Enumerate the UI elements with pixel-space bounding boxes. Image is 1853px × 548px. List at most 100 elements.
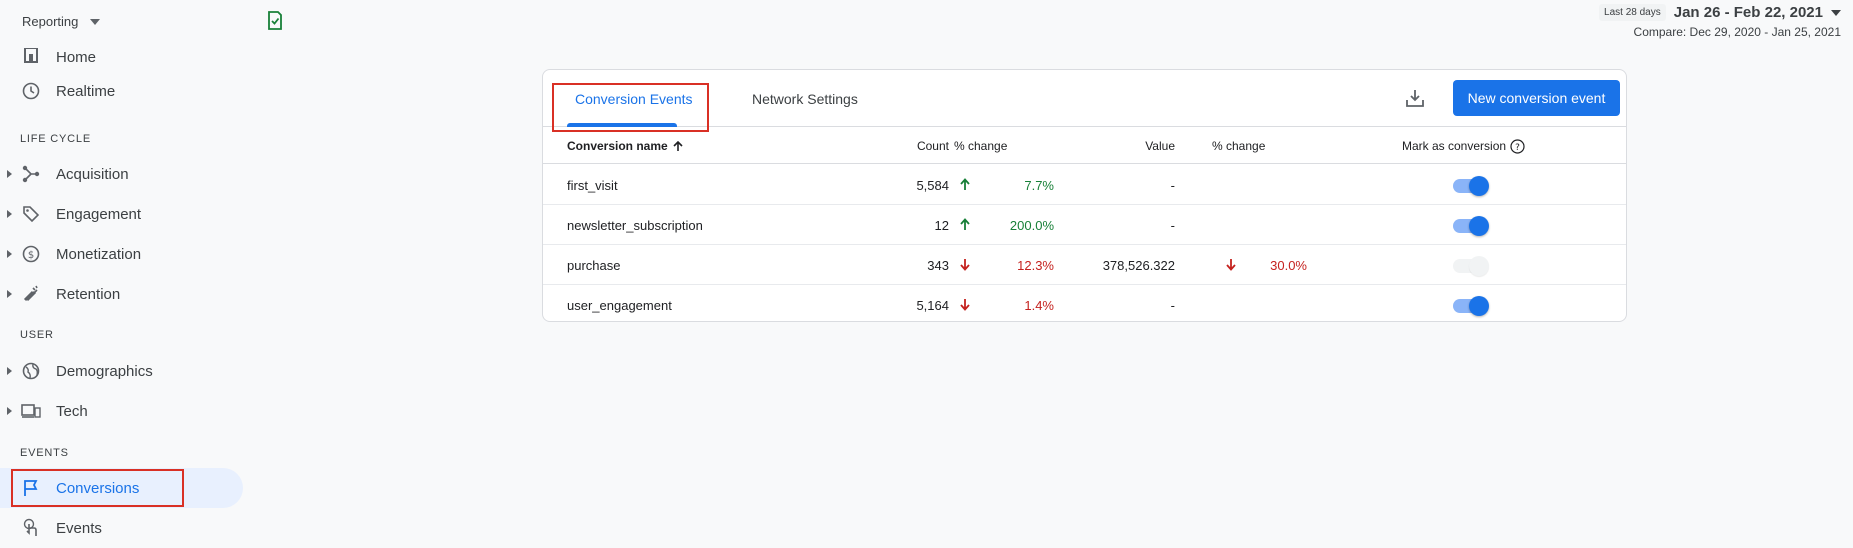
toggle-knob — [1469, 176, 1489, 196]
conversion-name: first_visit — [567, 177, 618, 193]
acquisition-icon — [20, 163, 42, 185]
count-value: 12 — [934, 217, 949, 233]
sidebar-item-tech[interactable]: Tech — [0, 391, 245, 431]
sidebar-item-conversions[interactable]: Conversions — [0, 468, 243, 508]
svg-text:$: $ — [28, 250, 34, 261]
active-tab-indicator — [567, 123, 677, 127]
date-range-text: Jan 26 - Feb 22, 2021 — [1673, 4, 1823, 21]
sidebar-item-events[interactable]: Events — [0, 508, 245, 548]
column-header-count-change[interactable]: % change — [954, 139, 1008, 153]
count-value: 5,584 — [916, 177, 949, 193]
sidebar-item-label: Events — [56, 519, 102, 537]
toggle-knob — [1469, 216, 1489, 236]
date-preset-badge: Last 28 days — [1599, 4, 1666, 21]
column-header-label: Conversion name — [567, 139, 668, 153]
expand-arrow-icon[interactable] — [7, 210, 12, 218]
home-icon — [20, 46, 42, 68]
table-row[interactable]: user_engagement 5,164 1.4% - — [543, 285, 1626, 325]
reporting-label: Reporting — [22, 14, 79, 29]
count-value: 343 — [927, 257, 949, 273]
count-change-value: 1.4% — [1024, 297, 1054, 313]
sidebar-item-label: Monetization — [56, 245, 142, 263]
toggle-knob — [1469, 256, 1489, 276]
table-row[interactable]: newsletter_subscription 12 200.0% - — [543, 205, 1626, 245]
sidebar-item-label: Tech — [56, 402, 88, 420]
sidebar-item-label: Engagement — [56, 205, 142, 223]
compare-range-text: Compare: Dec 29, 2020 - Jan 25, 2021 — [1633, 25, 1841, 39]
magnet-icon — [20, 283, 42, 305]
toggle-knob — [1469, 296, 1489, 316]
sort-arrow-up-icon — [673, 140, 683, 151]
sidebar-item-label: Home — [56, 48, 97, 66]
value-amount: - — [1170, 177, 1175, 193]
sidebar-item-label: Conversions — [56, 479, 140, 497]
reporting-selector[interactable]: Reporting — [22, 14, 101, 29]
sidebar-item-realtime[interactable]: Realtime — [0, 71, 245, 111]
conversion-name: purchase — [567, 257, 621, 273]
table-row[interactable]: purchase 343 12.3% 378,526.322 30.0% — [543, 245, 1626, 285]
arrow-up-icon — [960, 218, 970, 234]
help-icon[interactable]: ? — [1510, 138, 1525, 154]
expand-arrow-icon[interactable] — [7, 367, 12, 375]
count-value: 5,164 — [916, 297, 949, 313]
expand-arrow-icon[interactable] — [7, 170, 12, 178]
value-amount: - — [1170, 297, 1175, 313]
chevron-down-icon[interactable] — [1831, 9, 1841, 16]
sidebar-item-demographics[interactable]: Demographics — [0, 351, 245, 391]
sidebar-item-retention[interactable]: Retention — [0, 274, 245, 314]
date-range-picker[interactable]: Last 28 days Jan 26 - Feb 22, 2021 Compa… — [1599, 4, 1841, 39]
sidebar-item-label: Demographics — [56, 362, 153, 380]
globe-icon — [20, 360, 42, 382]
column-header-name[interactable]: Conversion name — [567, 128, 683, 164]
conversion-name: user_engagement — [567, 297, 672, 313]
sidebar-item-engagement[interactable]: Engagement — [0, 194, 245, 234]
column-header-count[interactable]: Count — [916, 139, 949, 153]
arrow-down-icon — [1226, 258, 1236, 274]
mark-as-conversion-toggle[interactable] — [1453, 256, 1489, 276]
expand-arrow-icon[interactable] — [7, 250, 12, 258]
sidebar-item-home[interactable]: Home — [0, 37, 245, 77]
clock-icon — [20, 80, 42, 102]
sidebar-item-label: Realtime — [56, 82, 116, 100]
table-header: Conversion name Count % change Value % c… — [543, 128, 1626, 164]
download-icon[interactable] — [1405, 88, 1425, 113]
sidebar-item-monetization[interactable]: $ Monetization — [0, 234, 245, 274]
svg-text:?: ? — [1515, 143, 1520, 153]
new-conversion-event-button[interactable]: New conversion event — [1453, 80, 1620, 116]
column-header-value[interactable]: Value — [1145, 139, 1175, 153]
value-change-value: 30.0% — [1270, 257, 1307, 273]
section-label-lifecycle: LIFE CYCLE — [20, 133, 91, 145]
report-check-icon[interactable] — [267, 11, 283, 35]
touch-icon — [20, 517, 42, 539]
flag-icon — [20, 477, 42, 499]
tab-bar: Conversion Events Network Settings New c… — [543, 70, 1626, 127]
column-header-value-change[interactable]: % change — [1212, 139, 1266, 153]
mark-as-conversion-toggle[interactable] — [1453, 216, 1489, 236]
count-change-value: 7.7% — [1024, 177, 1054, 193]
conversions-card: Conversion Events Network Settings New c… — [542, 69, 1627, 322]
column-header-label: Mark as conversion — [1402, 139, 1507, 153]
table-row[interactable]: first_visit 5,584 7.7% - — [543, 165, 1626, 205]
section-label-user: USER — [20, 329, 54, 341]
value-amount: 378,526.322 — [1102, 257, 1175, 273]
devices-icon — [20, 400, 42, 422]
sidebar-item-label: Retention — [56, 285, 121, 303]
chevron-down-icon — [90, 18, 101, 25]
mark-as-conversion-toggle[interactable] — [1453, 296, 1489, 316]
section-label-events: EVENTS — [20, 447, 69, 459]
column-header-mark-as-conversion: Mark as conversion ? — [1402, 128, 1525, 164]
expand-arrow-icon[interactable] — [7, 407, 12, 415]
count-change-value: 12.3% — [1017, 257, 1054, 273]
sidebar-item-acquisition[interactable]: Acquisition — [0, 154, 245, 194]
value-amount: - — [1170, 217, 1175, 233]
tab-conversion-events[interactable]: Conversion Events — [575, 90, 693, 107]
count-change-value: 200.0% — [1009, 217, 1054, 233]
arrow-up-icon — [960, 178, 970, 194]
expand-arrow-icon[interactable] — [7, 290, 12, 298]
conversion-name: newsletter_subscription — [567, 217, 703, 233]
tag-icon — [20, 203, 42, 225]
tab-network-settings[interactable]: Network Settings — [752, 90, 858, 107]
arrow-down-icon — [960, 258, 970, 274]
mark-as-conversion-toggle[interactable] — [1453, 176, 1489, 196]
sidebar: Reporting Home Realtime LIFE CYCLE Acqui… — [0, 0, 250, 548]
